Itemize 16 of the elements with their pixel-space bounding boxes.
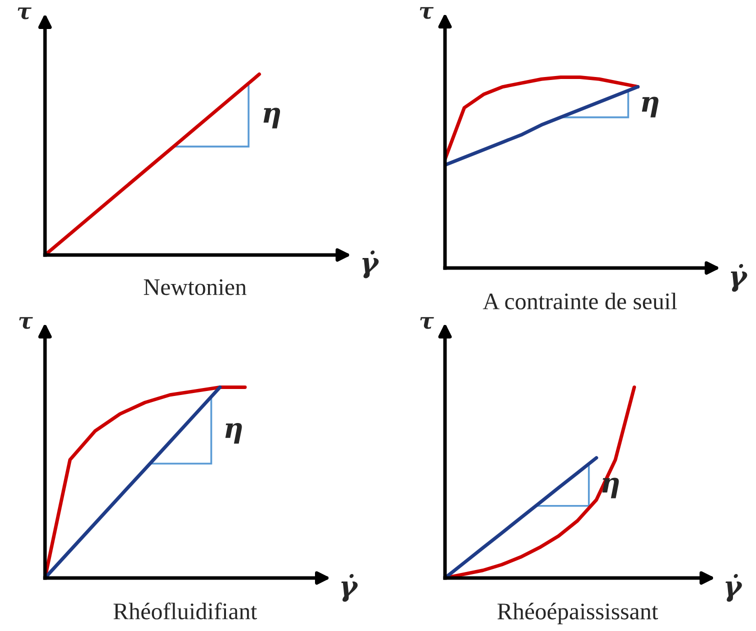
x-axis-title: γ̇	[730, 264, 748, 292]
annotation: η	[602, 478, 619, 498]
text: Rhéofluidifiant	[114, 602, 257, 620]
x-axis-title: γ̇	[362, 250, 379, 278]
y-axis-title: τ	[19, 317, 33, 329]
text: Newtonien	[144, 279, 246, 296]
x-axis-title: γ̇	[341, 574, 358, 602]
annotation: η	[642, 96, 658, 118]
text: A contrainte de seuil	[482, 292, 677, 310]
annotation: η	[225, 423, 242, 444]
x-axis-title: γ̇	[726, 574, 742, 602]
y-axis-title: τ	[420, 317, 434, 329]
text: Rhéoépaississant	[498, 602, 658, 624]
y-axis-title: τ	[420, 7, 434, 19]
annotation: η	[264, 108, 280, 128]
y-axis-title: τ	[18, 8, 32, 20]
